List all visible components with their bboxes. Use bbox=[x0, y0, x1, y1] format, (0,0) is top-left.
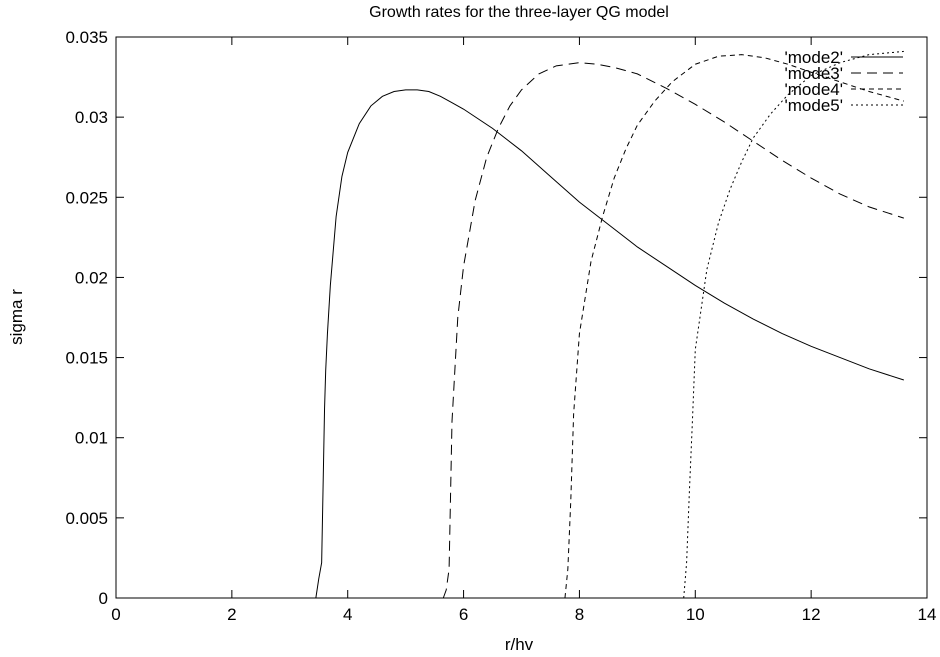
x-axis: 0 2 4 6 8 10 12 14 bbox=[111, 37, 936, 624]
x-tick-label: 8 bbox=[575, 605, 584, 624]
chart-title: Growth rates for the three-layer QG mode… bbox=[369, 4, 669, 21]
x-tick-label: 10 bbox=[686, 605, 705, 624]
x-tick-label: 12 bbox=[802, 605, 821, 624]
series-line-3 bbox=[442, 62, 904, 599]
x-axis-label: r/hv bbox=[505, 635, 534, 654]
y-tick-label: 0 bbox=[99, 589, 108, 608]
y-tick-label: 0.005 bbox=[65, 509, 108, 528]
x-tick-label: 2 bbox=[227, 605, 236, 624]
legend-label: 'mode2' bbox=[785, 48, 843, 67]
y-tick-label: 0.01 bbox=[75, 429, 108, 448]
legend-label: 'mode5' bbox=[785, 96, 843, 115]
x-tick-label: 0 bbox=[111, 605, 120, 624]
y-tick-label: 0.02 bbox=[75, 268, 108, 287]
legend-label: 'mode3' bbox=[785, 64, 843, 83]
series-lines bbox=[315, 50, 904, 599]
y-tick-label: 0.03 bbox=[75, 108, 108, 127]
y-tick-label: 0.015 bbox=[65, 349, 108, 368]
legend: 'mode2''mode3''mode4''mode5' bbox=[785, 48, 903, 115]
x-tick-label: 4 bbox=[343, 605, 352, 624]
y-tick-label: 0.025 bbox=[65, 188, 108, 207]
series-line-4 bbox=[564, 54, 904, 599]
plot-area-frame bbox=[115, 36, 928, 599]
y-tick-label: 0.035 bbox=[65, 28, 108, 47]
x-tick-label: 6 bbox=[459, 605, 468, 624]
y-axis: 0 0.005 0.01 0.015 0.02 0.025 0.03 0.035 bbox=[65, 28, 927, 608]
y-axis-label: sigma r bbox=[7, 289, 26, 345]
series-line-5 bbox=[683, 50, 904, 599]
legend-label: 'mode4' bbox=[785, 80, 843, 99]
series-line-2 bbox=[315, 89, 904, 599]
x-tick-label: 14 bbox=[918, 605, 937, 624]
